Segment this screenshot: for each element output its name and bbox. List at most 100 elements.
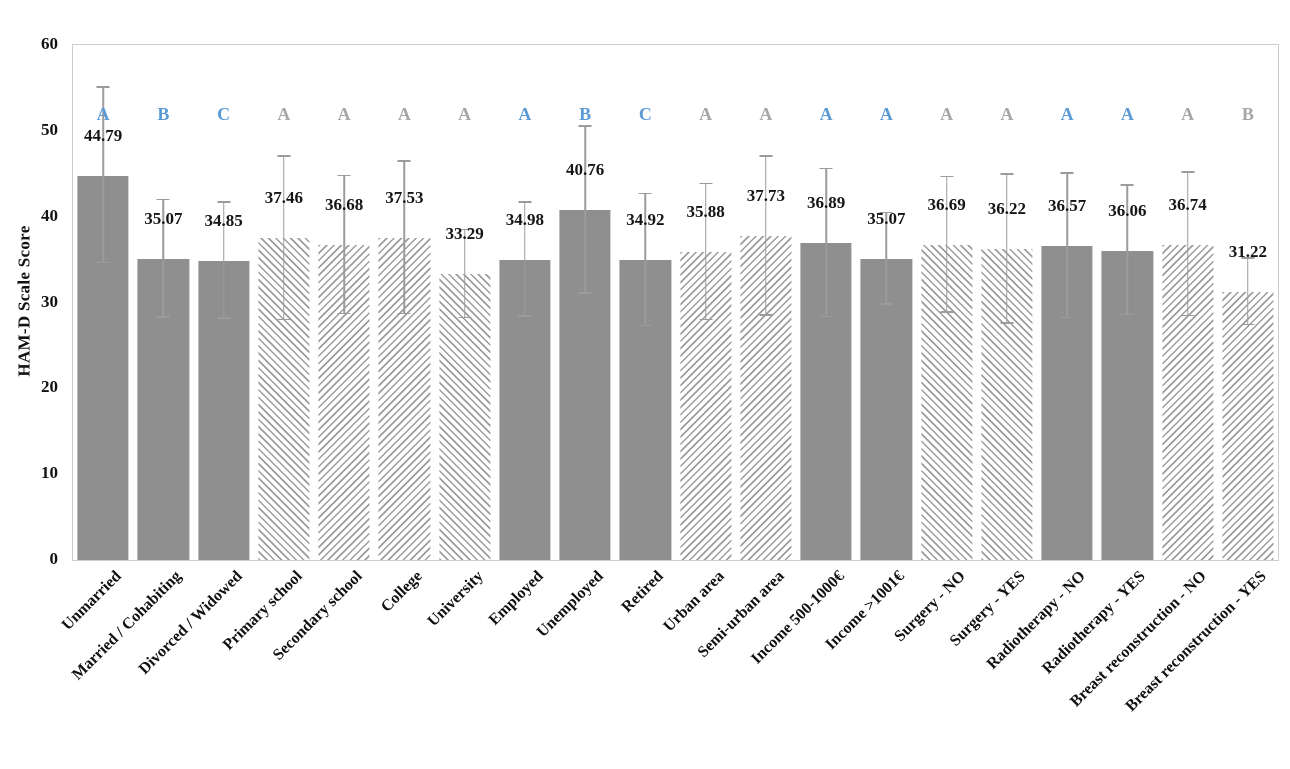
bar-slot: 44.79 A — [73, 45, 133, 560]
significance-letter: A — [940, 104, 954, 124]
value-label: 36.57 — [1048, 196, 1087, 216]
significance-letter: A — [699, 104, 713, 124]
error-bar-cap — [337, 174, 351, 177]
error-bar — [825, 169, 827, 318]
error-bar-cap — [1181, 314, 1195, 317]
error-bar — [1126, 185, 1129, 316]
bar-slot: 31.22 B — [1218, 45, 1278, 560]
value-label: 37.73 — [746, 186, 785, 206]
significance-letter: B — [157, 104, 170, 124]
error-bar-cap — [156, 198, 170, 201]
error-bar-cap — [217, 317, 231, 319]
bar-slot: 35.07 B — [133, 45, 193, 560]
y-tick-label: 60 — [41, 34, 58, 53]
value-label: 36.89 — [807, 193, 846, 213]
error-bar — [403, 161, 406, 315]
error-bar-cap — [1120, 313, 1134, 316]
significance-letter: B — [579, 104, 592, 124]
error-bar-cap — [940, 175, 954, 178]
significance-letter: A — [458, 104, 472, 124]
error-bar-cap — [699, 182, 713, 185]
error-bar — [463, 230, 466, 319]
value-label: 35.07 — [867, 208, 906, 228]
bar-slot: 34.92 C — [615, 45, 675, 560]
significance-letter: C — [638, 104, 652, 124]
value-label: 36.06 — [1108, 200, 1147, 220]
error-bar-cap — [96, 261, 110, 264]
error-bar-cap — [96, 86, 110, 88]
error-bar-cap — [458, 228, 472, 231]
significance-letter: A — [759, 104, 773, 124]
error-bar-cap — [1181, 171, 1195, 173]
bar-slot: 36.69 A — [917, 45, 977, 560]
error-bar — [1247, 258, 1249, 326]
significance-letter: A — [518, 104, 532, 124]
bar-slot: 40.76 B — [555, 45, 615, 560]
error-bar-cap — [1120, 184, 1134, 186]
error-bar-cap — [1241, 323, 1255, 326]
error-bar — [584, 126, 586, 294]
error-bar-cap — [337, 312, 351, 315]
error-bar — [222, 202, 225, 319]
significance-letter: A — [1060, 104, 1074, 124]
significance-letter: A — [1120, 104, 1134, 124]
significance-letter: A — [277, 104, 291, 124]
y-tick-label: 50 — [41, 119, 58, 139]
error-bar — [1006, 174, 1008, 324]
bar-slot: 36.89 A — [796, 45, 856, 560]
y-tick-label: 20 — [41, 377, 58, 397]
error-bar-cap — [277, 318, 291, 321]
bar-slot: 34.85 C — [194, 45, 254, 560]
error-bar — [343, 176, 345, 315]
bar-slot: 37.46 A — [254, 45, 314, 560]
significance-letter: B — [1241, 104, 1254, 124]
value-label: 44.79 — [84, 125, 123, 145]
error-bar-cap — [879, 303, 893, 305]
bar — [1222, 292, 1274, 560]
error-bar — [1186, 172, 1189, 317]
value-label: 37.46 — [264, 188, 303, 208]
error-bar — [765, 156, 767, 316]
bar — [439, 274, 491, 560]
error-bar — [885, 213, 888, 305]
significance-letter: A — [397, 104, 411, 124]
significance-letter: A — [819, 104, 833, 124]
value-label: 36.22 — [987, 199, 1026, 219]
value-label: 36.74 — [1168, 194, 1207, 214]
significance-letter: A — [96, 104, 110, 124]
bar-slot: 36.06 A — [1097, 45, 1157, 560]
bar-slot: 35.88 A — [676, 45, 736, 560]
y-tick-label: 40 — [41, 205, 58, 225]
plot-area: 44.79 A 35.07 B 34.85 C 37.46 A 36.68 A 37.53 A 33.2… — [72, 44, 1279, 561]
value-label: 34.92 — [626, 210, 665, 230]
value-label: 36.68 — [325, 195, 364, 215]
error-bar — [162, 200, 165, 318]
error-bar-cap — [397, 312, 411, 315]
error-bar-cap — [638, 192, 652, 195]
error-bar-cap — [1060, 316, 1074, 319]
value-label: 34.98 — [505, 209, 544, 229]
value-label: 35.88 — [686, 202, 725, 222]
value-label: 40.76 — [566, 160, 605, 180]
significance-letter: A — [1181, 104, 1195, 124]
bar-slot: 33.29 A — [435, 45, 495, 560]
error-bar-cap — [1060, 172, 1074, 174]
bar-slot: 36.22 A — [977, 45, 1037, 560]
significance-letter: A — [879, 104, 893, 124]
error-bar-cap — [879, 211, 893, 214]
value-label: 37.53 — [385, 187, 424, 207]
y-tick-label: 10 — [41, 463, 58, 483]
error-bar-cap — [277, 155, 291, 157]
bar — [860, 258, 912, 560]
error-bar-cap — [1241, 257, 1255, 259]
significance-letter: C — [217, 104, 231, 124]
value-label: 35.07 — [144, 208, 183, 228]
error-bar — [945, 177, 948, 313]
error-bar-cap — [759, 155, 773, 157]
bar-slot: 37.73 A — [736, 45, 796, 560]
error-bar-cap — [819, 167, 833, 170]
error-bar-cap — [518, 315, 532, 317]
error-bar — [524, 202, 526, 317]
bar-slot: 35.07 A — [856, 45, 916, 560]
